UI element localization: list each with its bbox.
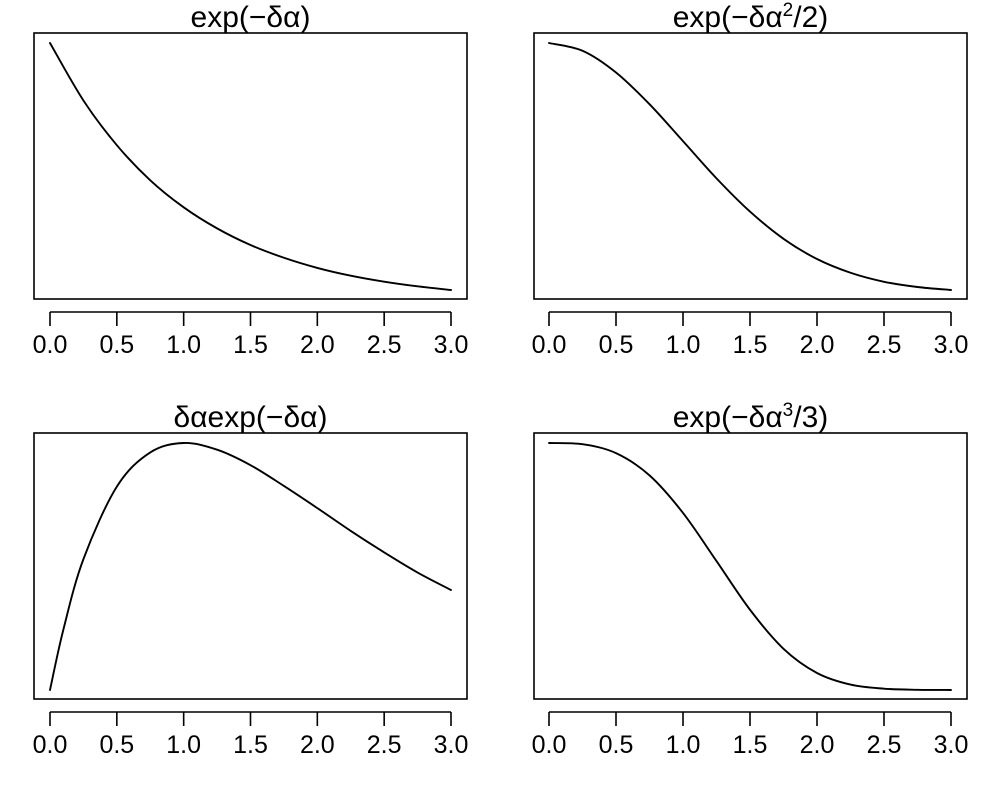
x-tick-label: 3.0 xyxy=(434,731,469,759)
x-tick-label: 2.5 xyxy=(867,331,902,359)
x-tick-label: 2.0 xyxy=(800,331,835,359)
series-line-1 xyxy=(548,442,952,691)
panel-title: exp(−δα3/3) xyxy=(673,400,829,434)
x-tick-label: 0.5 xyxy=(99,331,134,359)
panel-title: exp(−δα) xyxy=(191,1,311,34)
x-tick-label: 1.0 xyxy=(166,731,201,759)
x-tick-label: 2.5 xyxy=(867,731,902,759)
x-tick-label: 1.0 xyxy=(666,331,701,359)
x-tick-label: 1.0 xyxy=(666,731,701,759)
x-tick-label: 1.5 xyxy=(233,331,268,359)
series-line-1 xyxy=(548,42,952,291)
x-tick-label: 0.5 xyxy=(599,731,634,759)
x-tick-label: 0.5 xyxy=(599,331,634,359)
plot-frame xyxy=(33,32,468,300)
panel-1: exp(−δα) 0.0 0.5 1.0 1.5 2.0 2.5 3.0 xyxy=(33,1,469,359)
x-tick-label: 1.5 xyxy=(733,731,768,759)
x-tick-label: 0.0 xyxy=(532,331,567,359)
series-line-1 xyxy=(49,42,452,291)
x-tick-label: 2.5 xyxy=(367,731,402,759)
x-tick-label: 1.5 xyxy=(733,331,768,359)
x-tick-label: 2.0 xyxy=(800,731,835,759)
panel-title: exp(−δα2/2) xyxy=(673,0,829,34)
x-tick-label: 0.5 xyxy=(99,731,134,759)
x-tick-label: 3.0 xyxy=(934,731,969,759)
panel-title: δαexp(−δα) xyxy=(174,401,328,434)
panel-3: δαexp(−δα) 0.0 0.5 1.0 1.5 2.0 2.5 3.0 xyxy=(33,401,469,759)
x-tick-label: 2.5 xyxy=(367,331,402,359)
x-tick-label: 3.0 xyxy=(934,331,969,359)
x-tick-label: 1.5 xyxy=(233,731,268,759)
x-tick-label: 0.0 xyxy=(532,731,567,759)
panel-2: exp(−δα2/2) 0.0 0.5 1.0 1.5 2.0 2.5 3.0 xyxy=(532,0,969,359)
x-tick-label: 2.0 xyxy=(300,731,335,759)
series-line-1 xyxy=(49,442,452,691)
x-tick-label: 2.0 xyxy=(300,331,335,359)
panel-4: exp(−δα3/3) 0.0 0.5 1.0 1.5 2.0 2.5 3.0 xyxy=(532,400,969,759)
plot-frame xyxy=(533,432,968,700)
x-tick-label: 0.0 xyxy=(33,331,68,359)
plot-frame xyxy=(33,432,468,700)
x-tick-label: 1.0 xyxy=(166,331,201,359)
x-tick-label: 3.0 xyxy=(434,331,469,359)
plot-frame xyxy=(533,32,968,300)
x-tick-label: 0.0 xyxy=(33,731,68,759)
